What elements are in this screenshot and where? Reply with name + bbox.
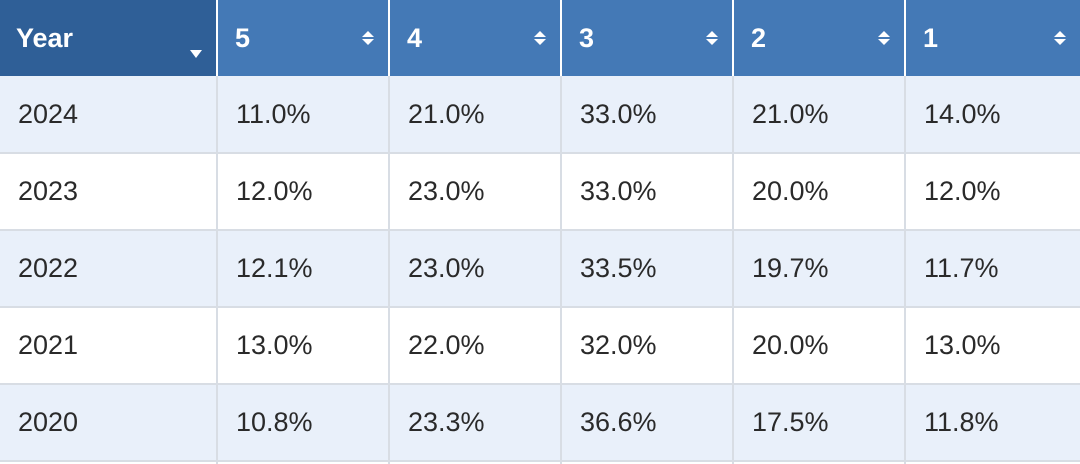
cell-empty — [561, 461, 734, 464]
column-header-label: Year — [16, 22, 74, 53]
table-row: 2021 13.0% 22.0% 32.0% 20.0% 13.0% — [0, 307, 1080, 385]
column-header-2[interactable]: 2 — [733, 0, 906, 76]
column-header-3[interactable]: 3 — [561, 0, 734, 76]
sort-icon[interactable] — [706, 31, 718, 45]
cell-value: 11.7% — [905, 230, 1080, 308]
cell-value: 23.0% — [389, 153, 562, 231]
column-header-label: 4 — [407, 22, 423, 53]
cell-value: 33.0% — [561, 153, 734, 231]
cell-empty — [733, 461, 906, 464]
sort-icon[interactable] — [1054, 31, 1066, 45]
cell-year: 2020 — [0, 384, 218, 462]
cell-year: 2021 — [0, 307, 218, 385]
cell-year: 2024 — [0, 76, 218, 154]
cell-empty — [217, 461, 390, 464]
cell-value: 21.0% — [389, 76, 562, 154]
table-row: 2024 11.0% 21.0% 33.0% 21.0% 14.0% — [0, 76, 1080, 154]
cell-value: 12.1% — [217, 230, 390, 308]
table-header: Year 5 4 3 — [0, 0, 1080, 76]
cell-empty — [389, 461, 562, 464]
column-header-5[interactable]: 5 — [217, 0, 390, 76]
cell-value: 11.0% — [217, 76, 390, 154]
cell-value: 33.0% — [561, 76, 734, 154]
column-header-1[interactable]: 1 — [905, 0, 1080, 76]
cell-year: 2023 — [0, 153, 218, 231]
cell-value: 13.0% — [217, 307, 390, 385]
column-header-label: 1 — [923, 22, 939, 53]
cell-value: 20.0% — [733, 153, 906, 231]
cell-value: 14.0% — [905, 76, 1080, 154]
cell-value: 11.8% — [905, 384, 1080, 462]
column-header-label: 3 — [579, 22, 595, 53]
column-header-label: 5 — [235, 22, 251, 53]
cell-year: 2022 — [0, 230, 218, 308]
cell-value: 20.0% — [733, 307, 906, 385]
cell-value: 33.5% — [561, 230, 734, 308]
sort-icon[interactable] — [534, 31, 546, 45]
table-row: 2022 12.1% 23.0% 33.5% 19.7% 11.7% — [0, 230, 1080, 308]
cell-value: 32.0% — [561, 307, 734, 385]
cell-value: 12.0% — [905, 153, 1080, 231]
cell-empty — [0, 461, 218, 464]
table-row-partial — [0, 461, 1080, 464]
cell-value: 12.0% — [217, 153, 390, 231]
column-header-4[interactable]: 4 — [389, 0, 562, 76]
cell-value: 22.0% — [389, 307, 562, 385]
header-row: Year 5 4 3 — [0, 0, 1080, 76]
cell-value: 19.7% — [733, 230, 906, 308]
column-header-year[interactable]: Year — [0, 0, 218, 76]
sort-icon[interactable] — [878, 31, 890, 45]
table-body: 2024 11.0% 21.0% 33.0% 21.0% 14.0% 2023 … — [0, 76, 1080, 464]
cell-empty — [905, 461, 1080, 464]
table-row: 2023 12.0% 23.0% 33.0% 20.0% 12.0% — [0, 153, 1080, 231]
cell-value: 21.0% — [733, 76, 906, 154]
cell-value: 23.0% — [389, 230, 562, 308]
cell-value: 13.0% — [905, 307, 1080, 385]
column-header-label: 2 — [751, 22, 767, 53]
cell-value: 36.6% — [561, 384, 734, 462]
sort-icon[interactable] — [362, 31, 374, 45]
cell-value: 23.3% — [389, 384, 562, 462]
sort-descending-icon[interactable] — [190, 34, 202, 58]
cell-value: 17.5% — [733, 384, 906, 462]
cell-value: 10.8% — [217, 384, 390, 462]
table-row: 2020 10.8% 23.3% 36.6% 17.5% 11.8% — [0, 384, 1080, 462]
